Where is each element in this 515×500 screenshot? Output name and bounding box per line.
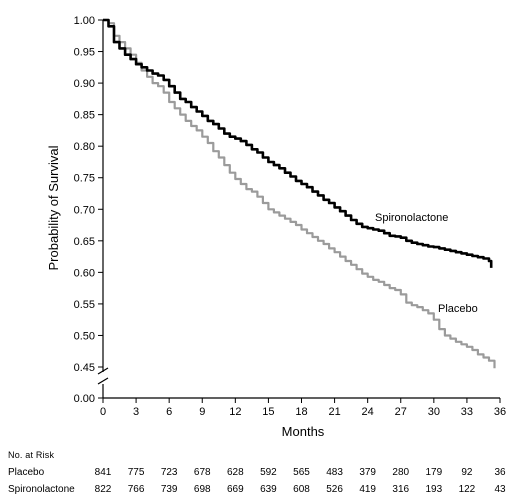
risk-cell: 92 xyxy=(461,467,473,478)
placebo-survival-line xyxy=(103,18,496,369)
risk-cell: 723 xyxy=(161,467,178,478)
risk-cell: 193 xyxy=(425,484,442,495)
risk-cell: 483 xyxy=(326,467,343,478)
x-tick-label: 9 xyxy=(199,406,205,418)
y-tick-label: 0.55 xyxy=(74,299,95,311)
y-ticks: 0.45 0.50 0.55 0.60 0.65 0.70 0.75 0.80 0.85 0.90… xyxy=(74,15,103,405)
y-tick-label-zero: 0.00 xyxy=(74,393,95,405)
risk-cell: 766 xyxy=(128,484,145,495)
x-tick-label: 6 xyxy=(166,406,172,418)
y-tick-label: 1.00 xyxy=(74,15,95,27)
risk-cell: 608 xyxy=(293,484,310,495)
risk-cell: 122 xyxy=(459,484,476,495)
x-tick-label: 24 xyxy=(362,406,374,418)
risk-cell: 698 xyxy=(194,484,211,495)
y-tick-label: 0.80 xyxy=(74,141,95,153)
risk-cell: 419 xyxy=(359,484,376,495)
risk-cell: 280 xyxy=(392,467,409,478)
y-tick-label: 0.65 xyxy=(74,236,95,248)
y-tick-label: 0.45 xyxy=(74,362,95,374)
y-tick-label: 0.70 xyxy=(74,204,95,216)
risk-row-label: Placebo xyxy=(8,467,45,478)
risk-cell: 775 xyxy=(128,467,145,478)
x-tick-label: 21 xyxy=(328,406,340,418)
risk-cell: 526 xyxy=(326,484,343,495)
risk-cell: 678 xyxy=(194,467,211,478)
risk-table-title: No. at Risk xyxy=(8,450,55,460)
risk-row-label: Spironolactone xyxy=(8,484,75,495)
series-lines xyxy=(103,18,496,369)
y-tick-label: 0.85 xyxy=(74,110,95,122)
risk-cell: 565 xyxy=(293,467,310,478)
risk-table: Placebo 841 775 723 678 628 592 565 483 379 280 179… xyxy=(8,467,506,495)
risk-cell: 739 xyxy=(161,484,178,495)
x-tick-label: 27 xyxy=(395,406,407,418)
y-tick-label: 0.60 xyxy=(74,267,95,279)
risk-cell: 639 xyxy=(260,484,277,495)
x-ticks: 0 3 6 9 12 15 18 21 24 27 30 33 36 xyxy=(100,398,506,418)
placebo-label: Placebo xyxy=(438,303,478,315)
spironolactone-survival-line xyxy=(103,18,493,268)
risk-cell: 379 xyxy=(359,467,376,478)
risk-cell: 669 xyxy=(227,484,244,495)
risk-cell: 592 xyxy=(260,467,277,478)
y-tick-label: 0.75 xyxy=(74,173,95,185)
y-tick-label: 0.50 xyxy=(74,330,95,342)
spironolactone-label: Spironolactone xyxy=(375,212,448,224)
x-tick-label: 30 xyxy=(428,406,440,418)
axis-break-mark-1 xyxy=(97,367,109,375)
x-tick-label: 12 xyxy=(229,406,241,418)
risk-cell: 179 xyxy=(425,467,442,478)
risk-cell: 316 xyxy=(392,484,409,495)
risk-cell: 841 xyxy=(95,467,112,478)
axis-break-mark-2 xyxy=(97,377,109,385)
risk-cell: 43 xyxy=(494,484,506,495)
risk-cell: 628 xyxy=(227,467,244,478)
risk-cell: 822 xyxy=(95,484,112,495)
x-tick-label: 3 xyxy=(133,406,139,418)
y-tick-label: 0.90 xyxy=(74,78,95,90)
x-tick-label: 18 xyxy=(295,406,307,418)
x-tick-label: 0 xyxy=(100,406,106,418)
risk-cell: 36 xyxy=(494,467,506,478)
x-axis-title: Months xyxy=(282,424,325,439)
x-tick-label: 36 xyxy=(494,406,506,418)
x-tick-label: 15 xyxy=(262,406,274,418)
x-tick-label: 33 xyxy=(461,406,473,418)
y-axis-title: Probability of Survival xyxy=(46,145,61,270)
y-tick-label: 0.95 xyxy=(74,47,95,59)
